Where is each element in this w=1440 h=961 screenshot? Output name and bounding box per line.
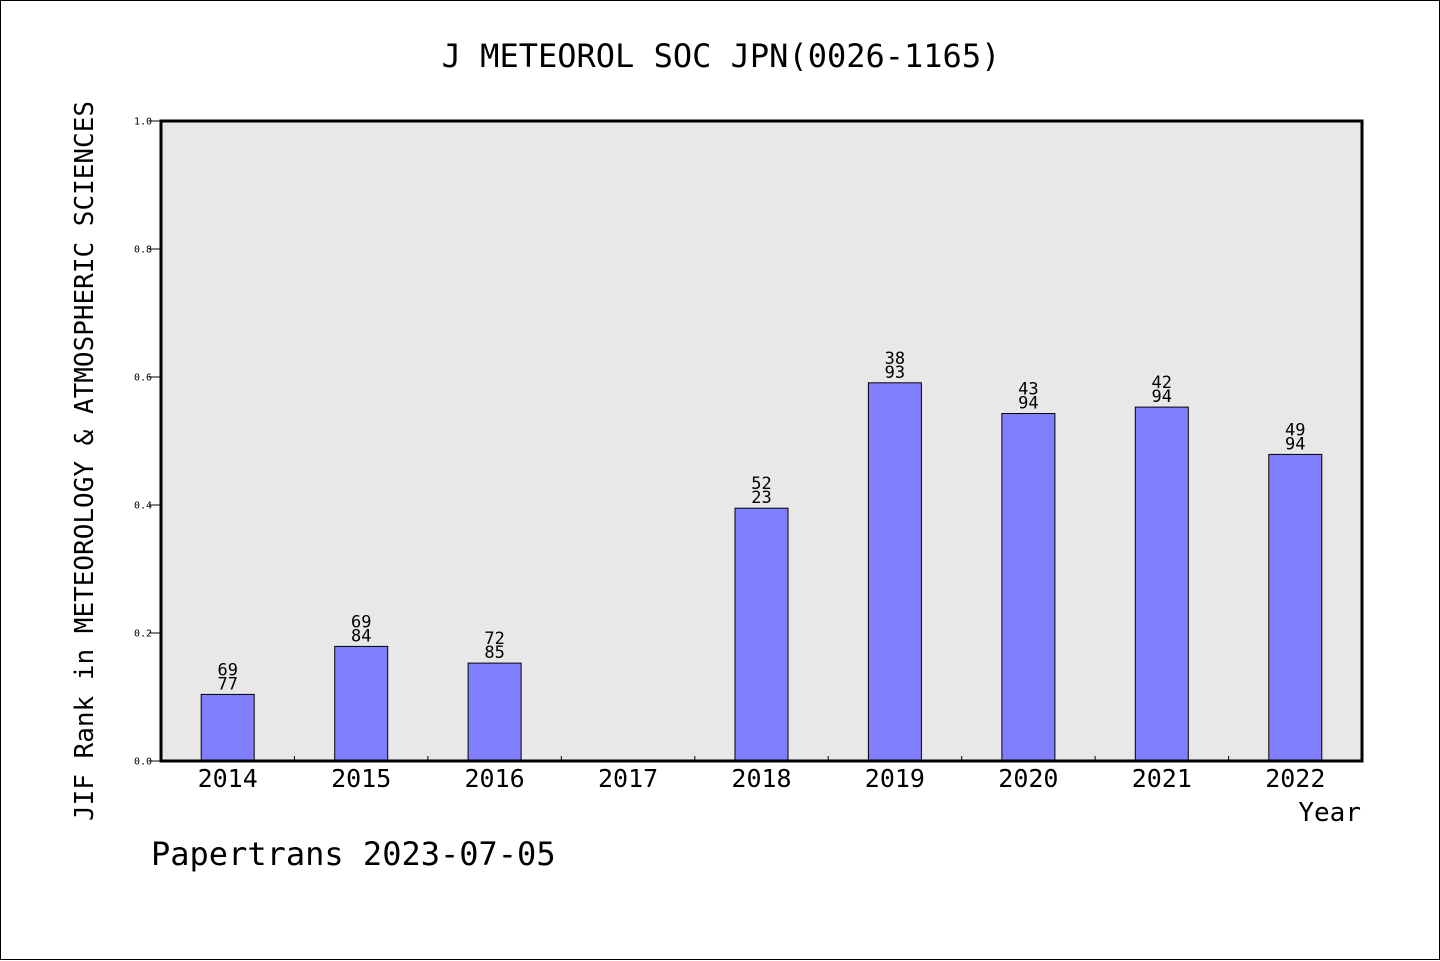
bar-2018 <box>734 507 789 762</box>
bar-2016 <box>467 662 522 762</box>
bar-label-bottom-2016: 85 <box>484 643 504 663</box>
bar-label-top-2021: 42 <box>1152 373 1172 393</box>
x-tick-label-2020: 2020 <box>998 764 1058 793</box>
bar-label-bottom-2015: 84 <box>351 626 371 646</box>
chart-title: J METEOROL SOC JPN(0026-1165) <box>442 37 1001 75</box>
bar-label-top-2016: 72 <box>484 629 504 649</box>
bar-2020 <box>1001 413 1056 762</box>
bar-label-top-2015: 69 <box>351 612 371 632</box>
y-tick-label-0.8: 0.8 <box>134 245 152 256</box>
bar-label-bottom-2018: 23 <box>751 488 771 508</box>
bar-label-bottom-2014: 77 <box>217 674 237 694</box>
bar-label-bottom-2022: 94 <box>1285 434 1305 454</box>
bar-2019 <box>867 382 922 762</box>
x-tick-label-2014: 2014 <box>198 764 258 793</box>
x-tick-label-2015: 2015 <box>331 764 391 793</box>
x-tick-label-2022: 2022 <box>1265 764 1325 793</box>
bar-label-bottom-2019: 93 <box>885 363 905 383</box>
y-tick-label-0.6: 0.6 <box>134 373 152 384</box>
x-tick-label-2016: 2016 <box>464 764 524 793</box>
bar-2022 <box>1268 453 1323 762</box>
bar-label-top-2019: 38 <box>885 349 905 369</box>
y-axis-label: JIF Rank in METEOROLOGY & ATMOSPHERIC SC… <box>70 101 100 821</box>
plot-frame <box>159 119 1364 763</box>
x-axis-label: Year <box>1298 798 1361 828</box>
bar-2021 <box>1134 406 1189 762</box>
x-tick-label-2021: 2021 <box>1132 764 1192 793</box>
x-tick-label-2019: 2019 <box>865 764 925 793</box>
bar-2015 <box>334 645 389 762</box>
bar-label-top-2014: 69 <box>217 660 237 680</box>
footer-credit: Papertrans 2023-07-05 <box>151 835 556 873</box>
y-tick-label-0.4: 0.4 <box>134 501 152 512</box>
y-tick-label-0.2: 0.2 <box>134 629 152 640</box>
bar-label-top-2022: 49 <box>1285 420 1305 440</box>
y-tick-label-1.0: 1.0 <box>134 117 152 128</box>
x-tick-label-2018: 2018 <box>731 764 791 793</box>
bar-label-bottom-2020: 94 <box>1018 394 1038 414</box>
bar-label-bottom-2021: 94 <box>1152 387 1172 407</box>
bar-label-top-2020: 43 <box>1018 380 1038 400</box>
y-tick-label-0.0: 0.0 <box>134 757 152 768</box>
x-tick-label-2017: 2017 <box>598 764 658 793</box>
bar-label-top-2018: 52 <box>751 474 771 494</box>
bar-2014 <box>200 693 255 762</box>
